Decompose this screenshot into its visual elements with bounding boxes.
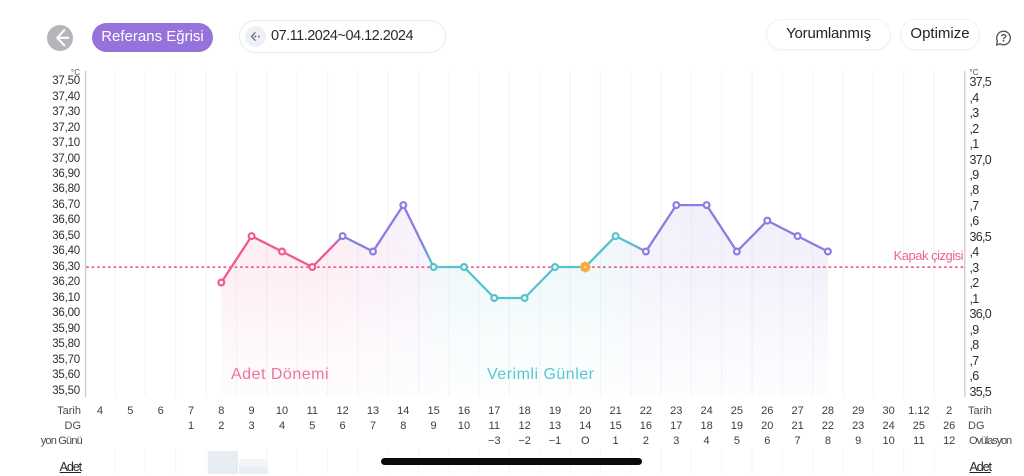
svg-text:?: ? [1000,32,1007,44]
